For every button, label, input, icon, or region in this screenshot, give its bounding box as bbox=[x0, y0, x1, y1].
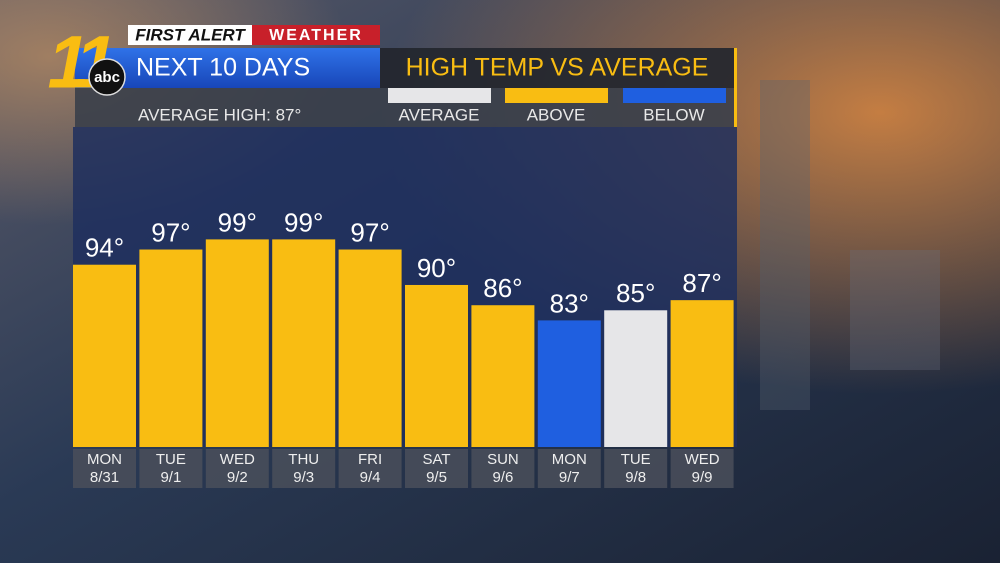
x-tick-date: 9/8 bbox=[625, 469, 646, 486]
bar bbox=[405, 284, 468, 447]
value-label: 97° bbox=[350, 217, 389, 247]
category-box bbox=[405, 449, 468, 488]
building bbox=[760, 80, 810, 410]
x-tick-date: 9/3 bbox=[293, 469, 314, 486]
category-box bbox=[73, 449, 136, 488]
x-tick-date: 9/1 bbox=[160, 469, 181, 486]
legend-swatch bbox=[505, 88, 608, 103]
chart-title: NEXT 10 DAYS bbox=[136, 54, 310, 82]
category-box bbox=[471, 449, 535, 488]
x-tick-label: SUN bbox=[487, 451, 519, 468]
legend-label: AVERAGE bbox=[399, 105, 480, 124]
building bbox=[850, 250, 940, 370]
x-tick-date: 9/5 bbox=[426, 469, 447, 486]
value-label: 85° bbox=[616, 278, 655, 308]
weather-box bbox=[252, 25, 380, 45]
value-label: 97° bbox=[151, 217, 190, 247]
first-alert-box bbox=[128, 25, 252, 45]
x-tick-label: MON bbox=[552, 451, 587, 468]
value-label: 90° bbox=[417, 253, 456, 283]
legend-label: ABOVE bbox=[527, 105, 586, 124]
title-bar bbox=[75, 48, 380, 88]
x-tick-label: SAT bbox=[422, 451, 450, 468]
logo-circle bbox=[88, 58, 126, 96]
bar bbox=[205, 239, 269, 447]
x-tick-date: 9/2 bbox=[227, 469, 248, 486]
category-box bbox=[670, 449, 734, 488]
x-tick-date: 9/4 bbox=[360, 469, 381, 486]
category-box bbox=[139, 449, 203, 488]
bar bbox=[471, 305, 535, 447]
legend-swatch bbox=[623, 88, 726, 103]
category-box bbox=[604, 449, 668, 488]
x-tick-label: TUE bbox=[156, 451, 186, 468]
bar bbox=[139, 249, 203, 447]
x-tick-label: WED bbox=[220, 451, 255, 468]
value-label: 94° bbox=[85, 233, 124, 263]
x-tick-label: TUE bbox=[621, 451, 651, 468]
accent-line bbox=[734, 48, 737, 127]
bar bbox=[272, 239, 336, 447]
x-tick-date: 8/31 bbox=[90, 469, 119, 486]
category-box bbox=[537, 449, 601, 488]
value-label: 86° bbox=[483, 273, 522, 303]
logo-network: abc bbox=[94, 69, 120, 86]
annotation: AVERAGE HIGH: 87° bbox=[138, 105, 301, 124]
category-box bbox=[205, 449, 269, 488]
chart-subtitle: HIGH TEMP VS AVERAGE bbox=[406, 54, 709, 82]
category-box bbox=[338, 449, 402, 488]
bar bbox=[73, 264, 136, 447]
bar bbox=[338, 249, 402, 447]
value-label: 99° bbox=[218, 207, 257, 237]
x-tick-label: FRI bbox=[358, 451, 382, 468]
x-tick-date: 9/6 bbox=[492, 469, 513, 486]
x-tick-label: THU bbox=[288, 451, 319, 468]
legend-label: BELOW bbox=[643, 105, 704, 124]
bar bbox=[670, 300, 734, 447]
x-tick-label: MON bbox=[87, 451, 122, 468]
value-label: 87° bbox=[682, 268, 721, 298]
legend-swatch bbox=[388, 88, 491, 103]
x-tick-date: 9/9 bbox=[692, 469, 713, 486]
bar bbox=[537, 320, 601, 447]
subtitle-bar bbox=[380, 48, 737, 88]
bar bbox=[604, 310, 668, 447]
first-alert: FIRST ALERT bbox=[135, 25, 246, 44]
x-tick-date: 9/7 bbox=[559, 469, 580, 486]
weather: WEATHER bbox=[269, 27, 363, 44]
value-label: 99° bbox=[284, 207, 323, 237]
value-label: 83° bbox=[550, 288, 589, 318]
x-tick-label: WED bbox=[685, 451, 720, 468]
category-box bbox=[272, 449, 336, 488]
